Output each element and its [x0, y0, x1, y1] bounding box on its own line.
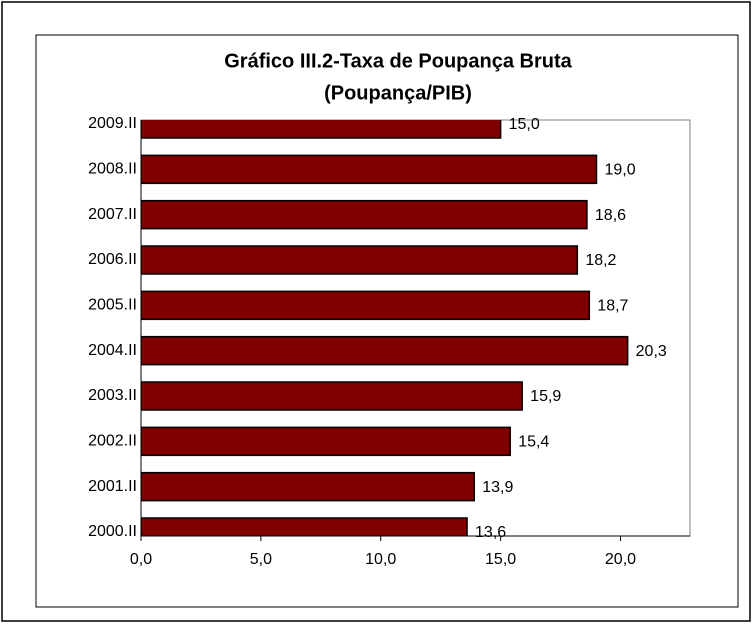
y-tick-label: 2001.II [88, 478, 137, 495]
bar [141, 426, 511, 457]
value-label: 13,6 [475, 524, 506, 541]
x-tick-label: 15,0 [485, 551, 516, 568]
y-tick-label: 2002.II [88, 433, 137, 450]
bar [141, 154, 598, 185]
chart-title: Gráfico III.2-Taxa de Poupança Bruta [224, 50, 572, 72]
y-tick-label: 2006.II [88, 251, 137, 268]
x-tick-label: 20,0 [605, 551, 636, 568]
value-label: 15,9 [530, 388, 561, 405]
bar [141, 120, 502, 139]
bar [141, 381, 523, 411]
x-tick-label: 10,0 [365, 551, 396, 568]
value-label: 15,4 [518, 434, 549, 451]
bar [141, 199, 588, 230]
bar [141, 471, 475, 502]
y-tick-label: 2003.II [88, 387, 137, 404]
x-tick-label: 5,0 [250, 551, 272, 568]
bars [141, 120, 629, 536]
chart-title: (Poupança/PIB) [324, 82, 472, 104]
x-tick-label: 0,0 [130, 551, 152, 568]
y-tick-label: 2005.II [88, 297, 137, 314]
bar [141, 517, 468, 536]
value-label: 15,0 [509, 116, 540, 133]
value-label: 20,3 [636, 343, 667, 360]
value-label: 18,6 [595, 207, 626, 224]
value-label: 13,9 [482, 479, 513, 496]
value-label: 18,2 [585, 252, 616, 269]
bar [141, 245, 579, 275]
bar [141, 290, 591, 321]
y-tick-label: 2008.II [88, 161, 137, 178]
y-tick-label: 2007.II [88, 206, 137, 223]
y-tick-label: 2000.II [88, 523, 137, 540]
bar [141, 335, 629, 366]
value-label: 19,0 [605, 162, 636, 179]
y-tick-label: 2004.II [88, 342, 137, 359]
value-label: 18,7 [597, 298, 628, 315]
y-tick-label: 2009.II [88, 115, 137, 132]
